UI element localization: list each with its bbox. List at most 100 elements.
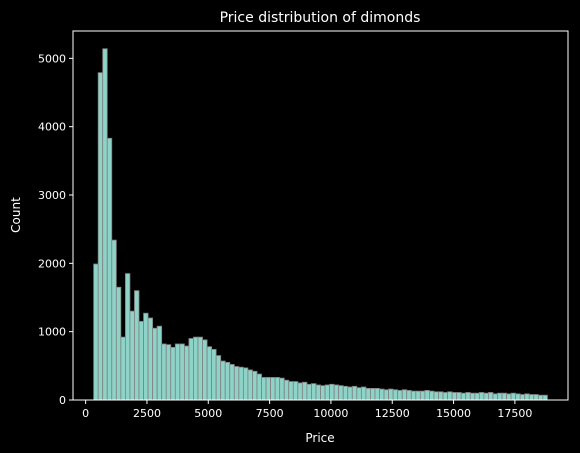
histogram-bar: [138, 321, 144, 401]
y-tick-label: 3000: [38, 189, 66, 202]
histogram-bar: [220, 360, 226, 401]
histogram-bar: [401, 389, 408, 401]
histogram-bar: [438, 391, 444, 401]
histogram-bar: [170, 346, 176, 401]
histogram-bar: [242, 367, 249, 401]
bars-layer: [93, 48, 548, 401]
histogram-bar: [283, 379, 290, 401]
histogram-bar: [460, 392, 467, 401]
histogram-bar: [297, 382, 303, 401]
histogram-bar: [311, 383, 317, 401]
histogram-bar: [492, 393, 498, 401]
y-ticks: 0 1000 2000 3000 4000 5000: [38, 52, 73, 407]
histogram-bar: [115, 286, 122, 401]
histogram-bar: [156, 325, 163, 401]
histogram-bar: [215, 355, 222, 401]
y-tick-label: 5000: [38, 52, 66, 65]
histogram-bar: [338, 385, 344, 401]
histogram-bar: [388, 388, 394, 401]
axes-layer: [72, 30, 569, 401]
histogram-bar: [351, 385, 358, 401]
histogram-bar: [152, 327, 158, 401]
histogram-bar: [469, 392, 476, 401]
histogram-bar: [288, 381, 294, 401]
histogram-bar: [419, 390, 426, 401]
x-axis-label: Price: [305, 431, 334, 445]
y-tick-label: 1000: [38, 326, 66, 339]
histogram-bar: [333, 384, 340, 401]
y-tick-label: 0: [59, 394, 66, 407]
histogram-bar: [528, 394, 535, 401]
histogram-bar: [233, 366, 240, 401]
x-tick-label: 12500: [375, 407, 410, 420]
x-tick-label: 15000: [436, 407, 471, 420]
histogram-bar: [433, 391, 439, 401]
histogram-bar: [515, 393, 521, 401]
histogram-bar: [265, 377, 272, 401]
histogram-bar: [374, 387, 380, 401]
histogram-bar: [365, 387, 371, 401]
histogram-bar: [429, 390, 435, 401]
histogram-bar: [506, 393, 512, 401]
histogram-bar: [347, 386, 353, 401]
histogram-bar: [183, 345, 190, 401]
histogram-bar: [442, 392, 448, 401]
histogram-bar: [537, 394, 544, 401]
histogram-bar: [329, 383, 335, 401]
histogram-bar: [188, 338, 194, 401]
histogram-bar: [324, 384, 331, 401]
histogram-bar: [211, 349, 217, 401]
x-tick-label: 5000: [194, 407, 222, 420]
histogram-bar: [392, 389, 399, 401]
histogram-bar: [478, 392, 485, 401]
histogram-bar: [193, 336, 199, 401]
histogram-bar: [274, 377, 281, 401]
histogram-bar: [524, 393, 530, 401]
histogram-bar: [270, 377, 276, 401]
histogram-bar: [320, 385, 326, 401]
histogram-bar: [397, 390, 403, 401]
histogram-bar: [406, 390, 412, 401]
histogram-bar: [424, 390, 430, 401]
histogram-bar: [238, 366, 244, 401]
histogram-bar: [197, 336, 203, 401]
histogram-bar: [247, 369, 253, 401]
histogram-bar: [202, 339, 208, 401]
y-axis-label: Count: [9, 197, 23, 233]
histogram-bar: [224, 362, 231, 401]
histogram-bar: [292, 381, 299, 401]
histogram-bar: [465, 392, 471, 401]
histogram-bar: [533, 394, 539, 401]
histogram-bar: [306, 383, 312, 401]
histogram-bar: [483, 392, 489, 401]
histogram-bar: [206, 346, 213, 401]
histogram-bar: [120, 336, 126, 401]
histogram-bar: [370, 387, 376, 401]
histogram-bar: [111, 239, 117, 401]
histogram-bar: [415, 390, 421, 401]
histogram-bar: [342, 385, 349, 401]
histogram-bar: [501, 392, 507, 401]
histogram-bar: [279, 377, 285, 401]
x-tick-label: 0: [82, 407, 89, 420]
histogram-bar: [410, 390, 417, 401]
histogram-bar: [174, 343, 181, 401]
histogram-bar: [143, 312, 149, 401]
plot-frame: [72, 30, 569, 401]
histogram-bar: [124, 273, 131, 401]
histogram-bar: [510, 392, 517, 401]
histogram-bar: [134, 290, 140, 401]
x-tick-label: 17500: [497, 407, 532, 420]
histogram-bar: [356, 387, 362, 401]
histogram-bar: [256, 373, 262, 401]
histogram-bar: [147, 317, 154, 401]
histogram-bar: [261, 377, 267, 401]
histogram-bar: [542, 394, 548, 401]
x-tick-label: 7500: [256, 407, 284, 420]
histogram-bar: [161, 343, 167, 401]
histogram-bar: [447, 391, 453, 401]
histogram-bar: [315, 384, 321, 401]
histogram-bar: [379, 388, 385, 401]
